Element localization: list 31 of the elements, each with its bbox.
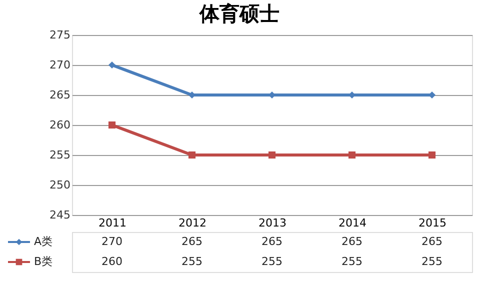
legend-label: B类 — [34, 255, 53, 268]
point — [188, 151, 196, 159]
point — [268, 151, 276, 159]
x-tick-label: 2014 — [338, 216, 366, 230]
data-label: 255 — [342, 255, 362, 268]
y-tick-label: 260 — [50, 118, 70, 132]
data-label: 255 — [182, 255, 202, 268]
data-label: 255 — [422, 255, 442, 268]
y-tick-label: 270 — [50, 58, 70, 72]
point — [108, 121, 116, 129]
point — [428, 151, 436, 159]
y-tick-label: 255 — [50, 148, 70, 162]
y-tick-label: 275 — [50, 28, 70, 42]
data-label: 255 — [262, 255, 282, 268]
data-label: 260 — [102, 255, 122, 268]
x-tick-label: 2012 — [178, 216, 206, 230]
data-label: 270 — [102, 235, 122, 248]
y-tick-label: 265 — [50, 88, 70, 102]
y-tick-label: 250 — [50, 178, 70, 192]
x-tick-label: 2015 — [418, 216, 446, 230]
data-label: 265 — [422, 235, 442, 248]
point — [348, 151, 356, 159]
legend-label: A类 — [34, 235, 53, 248]
y-tick-label: 245 — [50, 208, 70, 222]
data-label: 265 — [262, 235, 282, 248]
x-tick-label: 2011 — [98, 216, 126, 230]
x-tick-label: 2013 — [258, 216, 286, 230]
data-label: 265 — [182, 235, 202, 248]
chart-title: 体育硕士 — [198, 2, 280, 26]
data-label: 265 — [342, 235, 362, 248]
point — [108, 61, 116, 69]
